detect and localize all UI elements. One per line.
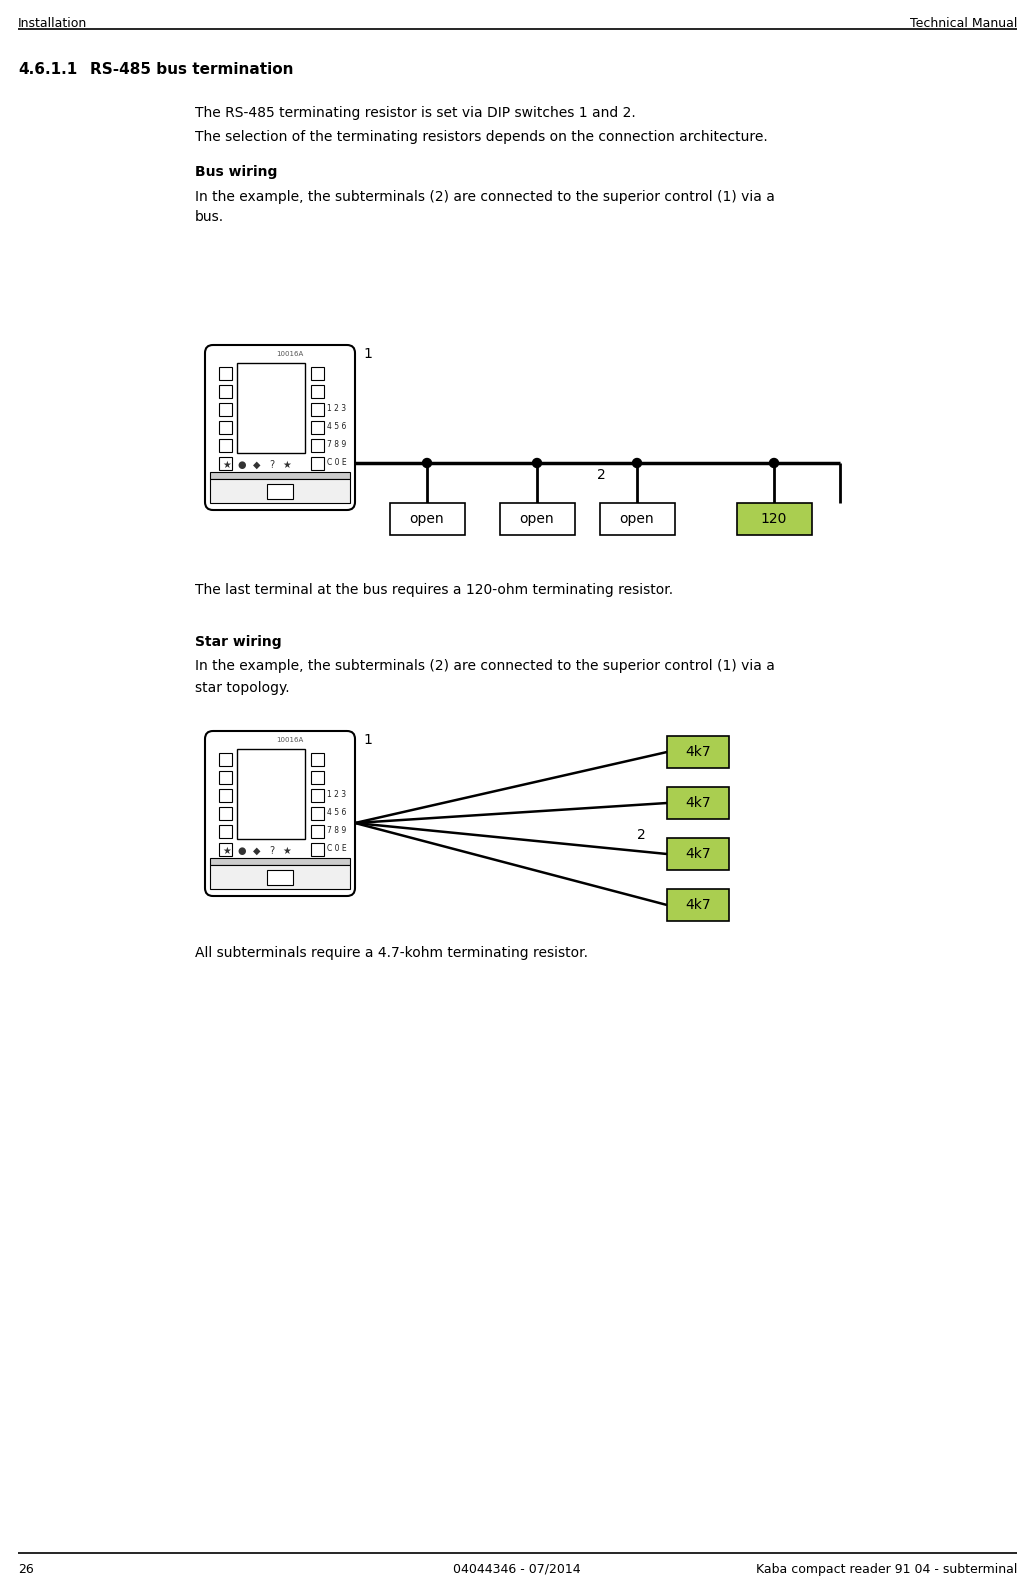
Bar <box>210 479 350 503</box>
Bar <box>310 807 324 820</box>
Text: ★: ★ <box>223 460 232 469</box>
Text: 4k7: 4k7 <box>685 847 711 861</box>
Bar <box>500 503 575 534</box>
Text: 1 2 3: 1 2 3 <box>327 790 346 799</box>
Bar <box>310 439 324 452</box>
Text: 7 8 9: 7 8 9 <box>327 439 347 449</box>
Bar <box>267 871 293 885</box>
Bar <box>667 736 729 768</box>
Bar <box>310 403 324 416</box>
FancyBboxPatch shape <box>205 731 355 896</box>
Bar <box>310 771 324 783</box>
Bar <box>267 484 293 500</box>
Bar <box>310 420 324 435</box>
Bar <box>219 753 232 766</box>
Bar <box>219 439 232 452</box>
Text: In the example, the subterminals (2) are connected to the superior control (1) v: In the example, the subterminals (2) are… <box>195 190 775 205</box>
Text: ★: ★ <box>283 845 292 856</box>
Text: ◆: ◆ <box>254 460 261 469</box>
Text: star topology.: star topology. <box>195 680 290 695</box>
Text: 4k7: 4k7 <box>685 898 711 912</box>
Bar <box>210 858 350 864</box>
FancyBboxPatch shape <box>205 346 355 511</box>
Bar <box>219 825 232 837</box>
Text: 1: 1 <box>363 733 372 747</box>
Text: 10016A: 10016A <box>276 351 303 357</box>
Text: 4k7: 4k7 <box>685 745 711 760</box>
Circle shape <box>632 458 642 468</box>
Text: RS-485 bus termination: RS-485 bus termination <box>90 62 294 78</box>
Text: ●: ● <box>238 845 246 856</box>
Bar <box>219 385 232 398</box>
Text: ?: ? <box>269 460 274 469</box>
Text: 4 5 6: 4 5 6 <box>327 422 347 431</box>
Bar <box>667 890 729 921</box>
Text: 1: 1 <box>363 347 372 362</box>
Bar <box>219 788 232 803</box>
Bar <box>210 864 350 890</box>
Bar <box>210 473 350 479</box>
Text: 1 2 3: 1 2 3 <box>327 404 346 412</box>
Circle shape <box>769 458 778 468</box>
Text: ★: ★ <box>223 845 232 856</box>
Text: 4.6.1.1: 4.6.1.1 <box>18 62 78 78</box>
Bar <box>600 503 675 534</box>
Bar <box>667 837 729 871</box>
Text: ?: ? <box>269 845 274 856</box>
Bar <box>237 749 305 839</box>
Bar <box>310 844 324 856</box>
Text: Star wiring: Star wiring <box>195 634 282 649</box>
Text: 4k7: 4k7 <box>685 796 711 810</box>
Text: The selection of the terminating resistors depends on the connection architectur: The selection of the terminating resisto… <box>195 130 768 144</box>
Text: In the example, the subterminals (2) are connected to the superior control (1) v: In the example, the subterminals (2) are… <box>195 660 775 672</box>
Bar <box>310 753 324 766</box>
Text: 2: 2 <box>597 468 605 482</box>
Text: 04044346 - 07/2014: 04044346 - 07/2014 <box>453 1562 581 1576</box>
Circle shape <box>422 458 432 468</box>
Text: 10016A: 10016A <box>276 737 303 742</box>
Text: 120: 120 <box>761 512 788 527</box>
Text: 2: 2 <box>637 828 646 842</box>
Bar <box>219 771 232 783</box>
Bar <box>310 788 324 803</box>
Bar <box>219 403 232 416</box>
Bar <box>219 844 232 856</box>
Text: The last terminal at the bus requires a 120-ohm terminating resistor.: The last terminal at the bus requires a … <box>195 584 673 596</box>
Bar <box>219 420 232 435</box>
Text: 4 5 6: 4 5 6 <box>327 807 347 817</box>
Text: C 0 E: C 0 E <box>327 844 347 853</box>
Text: open: open <box>520 512 555 527</box>
Bar <box>219 807 232 820</box>
Text: open: open <box>620 512 654 527</box>
Text: ★: ★ <box>283 460 292 469</box>
Circle shape <box>532 458 541 468</box>
Text: Installation: Installation <box>18 17 87 30</box>
Bar <box>737 503 812 534</box>
Text: ◆: ◆ <box>254 845 261 856</box>
Text: The RS-485 terminating resistor is set via DIP switches 1 and 2.: The RS-485 terminating resistor is set v… <box>195 106 635 121</box>
Bar <box>310 825 324 837</box>
Bar <box>310 366 324 381</box>
Text: Technical Manual: Technical Manual <box>910 17 1017 30</box>
Bar <box>310 385 324 398</box>
Bar <box>219 366 232 381</box>
Text: All subterminals require a 4.7-kohm terminating resistor.: All subterminals require a 4.7-kohm term… <box>195 945 588 960</box>
Text: bus.: bus. <box>195 209 225 224</box>
Bar <box>310 457 324 469</box>
Bar <box>390 503 465 534</box>
Text: 26: 26 <box>18 1562 34 1576</box>
Bar <box>667 787 729 818</box>
Bar <box>237 363 305 454</box>
Text: open: open <box>410 512 444 527</box>
Text: 7 8 9: 7 8 9 <box>327 826 347 834</box>
Text: Bus wiring: Bus wiring <box>195 165 277 179</box>
Text: C 0 E: C 0 E <box>327 458 347 466</box>
Bar <box>219 457 232 469</box>
Text: ●: ● <box>238 460 246 469</box>
Text: Kaba compact reader 91 04 - subterminal: Kaba compact reader 91 04 - subterminal <box>756 1562 1017 1576</box>
